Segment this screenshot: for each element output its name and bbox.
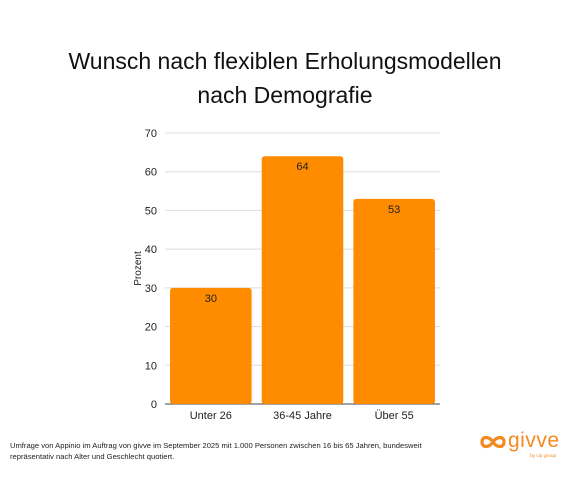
bar-value-label: 30 (205, 293, 217, 305)
brand-subtitle: by Up group (530, 454, 557, 459)
x-tick-label: Unter 26 (190, 410, 232, 422)
chart-title-line-1: Wunsch nach flexiblen Erholungsmodellen (68, 48, 502, 74)
bar (170, 287, 252, 404)
chart-bars: 30 64 53 (170, 156, 435, 404)
y-axis-ticks: 0 10 20 30 40 50 60 70 (145, 128, 157, 411)
y-axis-label: Prozent (133, 251, 144, 286)
x-axis-ticks: Unter 26 36-45 Jahre Über 55 (190, 410, 414, 422)
y-tick-label: 60 (145, 167, 157, 179)
chart-title: Wunsch nach flexiblen Erholungsmodellen … (0, 44, 570, 112)
x-tick-label: Über 55 (375, 410, 414, 422)
brand-name: givve (508, 429, 560, 452)
bar-value-label: 53 (388, 204, 400, 216)
bar-chart: 0 10 20 30 40 50 60 70 Prozent 30 64 53 Unter 26 3… (133, 128, 440, 422)
y-tick-label: 10 (145, 360, 157, 372)
x-tick-label: 36-45 Jahre (273, 410, 332, 422)
bar (353, 198, 435, 404)
y-tick-label: 40 (145, 244, 157, 256)
y-tick-label: 20 (145, 322, 157, 334)
y-tick-label: 70 (145, 128, 157, 140)
bar (261, 156, 344, 404)
survey-footnote: Umfrage von Appinio im Auftrag von givve… (10, 441, 422, 461)
y-tick-label: 0 (151, 399, 157, 411)
chart-title-line-2: nach Demografie (197, 82, 373, 108)
y-tick-label: 50 (145, 205, 157, 217)
bar-value-label: 64 (296, 161, 308, 173)
brand-logo: givve by Up group (478, 429, 568, 466)
infinity-logo-icon (480, 435, 506, 449)
y-tick-label: 30 (145, 283, 157, 295)
